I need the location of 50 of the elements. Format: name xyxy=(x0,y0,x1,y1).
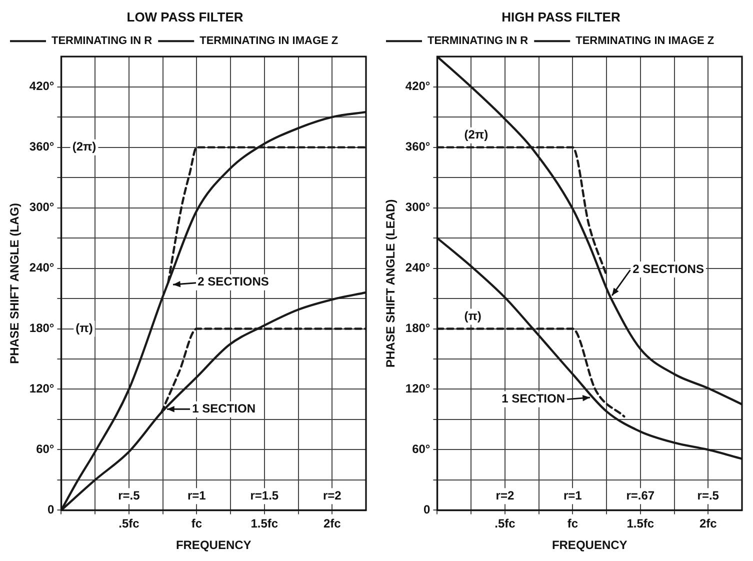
y-tick-label: 240° xyxy=(29,260,54,275)
annotation: (2π) xyxy=(72,140,96,154)
x-axis-title: FREQUENCY xyxy=(176,538,252,552)
x-tick-label: 1.5fc xyxy=(250,516,278,531)
legend-label: TERMINATING IN IMAGE Z xyxy=(576,35,714,48)
x-tick-label: fc xyxy=(567,516,578,531)
annotation: 1 SECTION xyxy=(192,402,256,416)
annotation: r=.5 xyxy=(697,488,720,502)
y-tick-label: 300° xyxy=(29,200,54,214)
annotation: r=1.5 xyxy=(250,488,279,502)
annotation: r=.67 xyxy=(626,488,655,502)
x-tick-label: 1.5fc xyxy=(626,516,654,531)
y-tick-label: 60° xyxy=(36,442,54,456)
y-tick-label: 120° xyxy=(405,382,430,396)
y-tick-label: 240° xyxy=(405,260,430,275)
y-tick-label: 420° xyxy=(405,79,430,94)
y-tick-label: 0 xyxy=(424,502,431,517)
y-axis-title: PHASE SHIFT ANGLE (LAG) xyxy=(8,202,22,364)
x-tick-label: .5fc xyxy=(118,516,140,531)
y-tick-label: 300° xyxy=(405,200,430,214)
y-tick-label: 420° xyxy=(29,79,54,94)
annotation: r=1 xyxy=(188,488,206,502)
x-tick-label: 2fc xyxy=(323,516,342,531)
y-tick-label: 180° xyxy=(405,321,430,336)
chart-title: HIGH PASS FILTER xyxy=(502,9,621,24)
y-tick-label: 60° xyxy=(412,442,430,456)
y-tick-label: 360° xyxy=(405,140,430,154)
annotation: 1 SECTION xyxy=(502,392,565,406)
annotation: 2 SECTIONS xyxy=(632,262,704,276)
annotation: (2π) xyxy=(464,128,488,142)
x-tick-label: 2fc xyxy=(699,516,718,531)
annotation: r=2 xyxy=(496,488,514,502)
annotation: r=.5 xyxy=(118,488,140,502)
y-tick-label: 180° xyxy=(29,321,54,336)
annotation: r=2 xyxy=(322,488,342,502)
annotation: 2 SECTIONS xyxy=(198,274,269,289)
annotation: (π) xyxy=(76,321,93,336)
y-tick-label: 0 xyxy=(48,502,55,517)
y-tick-label: 120° xyxy=(29,382,54,396)
annotation: r=1 xyxy=(564,488,582,502)
annotation: (π) xyxy=(464,309,482,324)
y-tick-label: 360° xyxy=(29,140,54,154)
legend-label: TERMINATING IN R xyxy=(428,35,528,48)
x-axis-title: FREQUENCY xyxy=(552,538,628,552)
y-axis-title: PHASE SHIFT ANGLE (LEAD) xyxy=(384,199,398,368)
legend-label: TERMINATING IN R xyxy=(52,35,152,48)
legend-label: TERMINATING IN IMAGE Z xyxy=(200,35,338,48)
x-tick-label: fc xyxy=(191,516,202,531)
chart-title: LOW PASS FILTER xyxy=(126,9,244,24)
x-tick-label: .5fc xyxy=(494,516,516,531)
